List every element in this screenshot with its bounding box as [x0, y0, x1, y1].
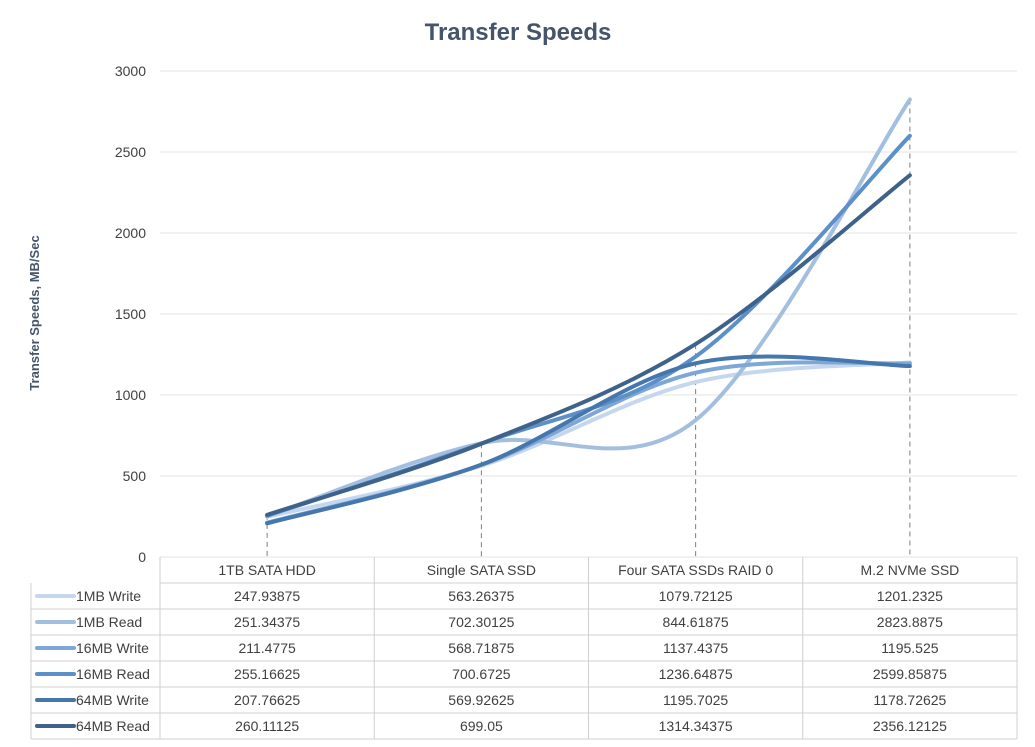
chart-title: Transfer Speeds — [425, 19, 612, 46]
table-cell: 207.76625 — [234, 692, 300, 708]
table-cell: 2599.85875 — [873, 666, 947, 682]
table-cell: 844.61875 — [663, 614, 729, 630]
series-line-64mb-write — [265, 354, 912, 526]
drop-lines — [266, 99, 911, 557]
table-cell: 211.4775 — [238, 640, 296, 656]
table-cell: 1314.34375 — [659, 718, 733, 734]
legend-label: 64MB Read — [76, 718, 150, 734]
legend-label: 16MB Read — [76, 666, 150, 682]
legend-label: 64MB Write — [76, 692, 149, 708]
table-cell: 2356.12125 — [873, 718, 947, 734]
table-cell: 1137.4375 — [663, 640, 728, 656]
y-tick-label: 2000 — [115, 225, 146, 241]
data-table: 1TB SATA HDD Single SATA SSD Four SATA SSD… — [30, 557, 1018, 740]
y-tick-label: 2500 — [115, 144, 146, 160]
table-cell: 1195.7025 — [663, 692, 728, 708]
y-tick-label: 3000 — [115, 63, 146, 79]
series-line-1mb-read — [265, 97, 912, 519]
legend-label: 1MB Read — [76, 614, 142, 630]
table-cell: 1201.2325 — [877, 588, 943, 604]
y-axis-ticks: 0 500 1000 1500 2000 2500 3000 — [115, 63, 146, 565]
x-category-label: Four SATA SSDs RAID 0 — [618, 562, 773, 578]
y-tick-label: 1500 — [115, 306, 146, 322]
table-cell: 255.16625 — [234, 666, 300, 682]
table-cell: 251.34375 — [234, 614, 300, 630]
table-cell: 700.6725 — [452, 666, 511, 682]
series-lines — [265, 97, 912, 526]
legend-label: 16MB Write — [76, 640, 149, 656]
legend-label: 1MB Write — [76, 588, 141, 604]
series-line-16mb-read — [265, 133, 912, 518]
table-cell: 699.05 — [460, 718, 503, 734]
table-cell: 260.11125 — [235, 718, 299, 734]
table-cell: 568.71875 — [448, 640, 514, 656]
y-axis-label: Transfer Speeds, MB/Sec — [27, 235, 42, 390]
series-line-64mb-read — [265, 173, 912, 517]
table-cell: 1079.72125 — [659, 588, 733, 604]
table-cell: 2823.8875 — [877, 614, 943, 630]
y-tick-label: 0 — [138, 549, 146, 565]
table-cell: 1236.64875 — [659, 666, 733, 682]
table-cell: 702.30125 — [448, 614, 514, 630]
table-cell: 569.92625 — [448, 692, 514, 708]
table-cell: 247.93875 — [234, 588, 300, 604]
x-category-label: M.2 NVMe SSD — [860, 562, 959, 578]
gridlines — [160, 70, 1017, 558]
y-tick-label: 1000 — [115, 387, 146, 403]
x-category-label: 1TB SATA HDD — [218, 562, 316, 578]
y-tick-label: 500 — [123, 468, 147, 484]
table-cell: 1178.72625 — [873, 692, 946, 708]
table-cell: 563.26375 — [448, 588, 514, 604]
x-category-label: Single SATA SSD — [427, 562, 536, 578]
table-cell: 1195.525 — [881, 640, 939, 656]
series-line-1mb-write — [265, 360, 912, 519]
